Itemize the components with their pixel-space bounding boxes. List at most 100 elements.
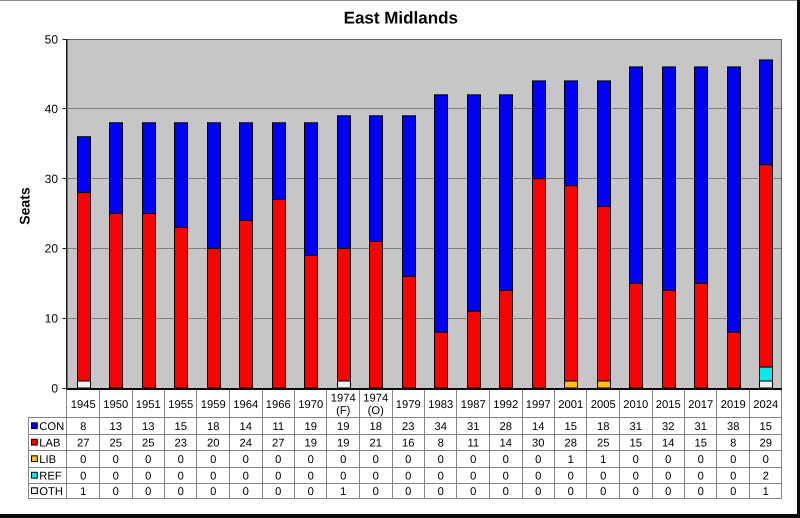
svg-text:Seats: Seats xyxy=(17,187,33,225)
svg-text:18: 18 xyxy=(597,421,609,433)
svg-text:0: 0 xyxy=(698,486,704,498)
svg-text:0: 0 xyxy=(470,486,476,498)
svg-text:2005: 2005 xyxy=(591,399,616,411)
svg-text:1: 1 xyxy=(80,486,86,498)
svg-text:0: 0 xyxy=(145,471,151,483)
svg-text:0: 0 xyxy=(633,471,639,483)
svg-text:1964: 1964 xyxy=(233,399,258,411)
svg-text:1: 1 xyxy=(340,486,346,498)
svg-text:14: 14 xyxy=(500,438,512,450)
svg-text:0: 0 xyxy=(503,454,509,466)
svg-text:0: 0 xyxy=(535,486,541,498)
svg-text:0: 0 xyxy=(275,471,281,483)
svg-text:11: 11 xyxy=(272,421,284,433)
svg-text:2001: 2001 xyxy=(558,399,583,411)
svg-text:0: 0 xyxy=(373,471,379,483)
svg-text:10: 10 xyxy=(45,312,59,326)
svg-text:31: 31 xyxy=(630,421,642,433)
svg-text:REF: REF xyxy=(39,471,62,483)
svg-text:1959: 1959 xyxy=(201,399,226,411)
svg-text:30: 30 xyxy=(532,438,544,450)
svg-text:0: 0 xyxy=(438,486,444,498)
svg-text:2019: 2019 xyxy=(721,399,746,411)
svg-text:0: 0 xyxy=(113,486,119,498)
svg-text:1: 1 xyxy=(763,486,769,498)
svg-text:0: 0 xyxy=(308,486,314,498)
svg-text:1945: 1945 xyxy=(71,399,96,411)
svg-text:13: 13 xyxy=(142,421,154,433)
svg-text:0: 0 xyxy=(178,471,184,483)
svg-text:0: 0 xyxy=(113,471,119,483)
svg-text:2: 2 xyxy=(763,471,769,483)
svg-text:13: 13 xyxy=(110,421,122,433)
svg-text:0: 0 xyxy=(665,454,671,466)
svg-text:0: 0 xyxy=(730,471,736,483)
svg-text:27: 27 xyxy=(77,438,89,450)
svg-text:0: 0 xyxy=(730,454,736,466)
svg-text:0: 0 xyxy=(535,454,541,466)
svg-text:0: 0 xyxy=(405,471,411,483)
svg-text:34: 34 xyxy=(435,421,447,433)
svg-text:0: 0 xyxy=(80,454,86,466)
svg-text:19: 19 xyxy=(305,421,317,433)
svg-text:30: 30 xyxy=(45,172,59,186)
svg-text:0: 0 xyxy=(243,454,249,466)
svg-text:0: 0 xyxy=(275,454,281,466)
svg-text:0: 0 xyxy=(665,471,671,483)
svg-text:23: 23 xyxy=(175,438,187,450)
svg-text:1983: 1983 xyxy=(428,399,453,411)
svg-text:0: 0 xyxy=(600,486,606,498)
svg-text:20: 20 xyxy=(207,438,219,450)
svg-text:0: 0 xyxy=(145,454,151,466)
svg-text:15: 15 xyxy=(565,421,577,433)
svg-text:0: 0 xyxy=(633,486,639,498)
svg-text:1992: 1992 xyxy=(493,399,518,411)
svg-text:0: 0 xyxy=(633,454,639,466)
svg-text:31: 31 xyxy=(467,421,479,433)
svg-text:21: 21 xyxy=(370,438,382,450)
svg-text:0: 0 xyxy=(503,471,509,483)
svg-text:25: 25 xyxy=(142,438,154,450)
svg-text:1979: 1979 xyxy=(396,399,421,411)
svg-text:0: 0 xyxy=(340,471,346,483)
svg-text:0: 0 xyxy=(210,486,216,498)
svg-text:0: 0 xyxy=(308,471,314,483)
svg-text:1: 1 xyxy=(600,454,606,466)
svg-text:50: 50 xyxy=(45,32,59,46)
svg-text:14: 14 xyxy=(662,438,674,450)
svg-text:1: 1 xyxy=(568,454,574,466)
svg-text:0: 0 xyxy=(568,471,574,483)
svg-text:0: 0 xyxy=(308,454,314,466)
svg-text:2015: 2015 xyxy=(656,399,681,411)
svg-text:24: 24 xyxy=(240,438,252,450)
svg-text:31: 31 xyxy=(695,421,707,433)
svg-text:1966: 1966 xyxy=(266,399,291,411)
svg-text:27: 27 xyxy=(272,438,284,450)
svg-text:0: 0 xyxy=(470,471,476,483)
svg-text:40: 40 xyxy=(45,102,59,116)
svg-text:2017: 2017 xyxy=(688,399,713,411)
svg-text:15: 15 xyxy=(175,421,187,433)
svg-text:14: 14 xyxy=(240,421,252,433)
svg-text:8: 8 xyxy=(730,438,736,450)
svg-text:19: 19 xyxy=(337,438,349,450)
svg-text:(O): (O) xyxy=(368,405,384,417)
svg-text:LAB: LAB xyxy=(39,438,60,450)
svg-text:1970: 1970 xyxy=(298,399,323,411)
svg-text:0: 0 xyxy=(145,486,151,498)
svg-text:0: 0 xyxy=(51,381,58,395)
svg-text:20: 20 xyxy=(45,242,59,256)
svg-text:15: 15 xyxy=(630,438,642,450)
svg-text:1997: 1997 xyxy=(526,399,551,411)
svg-text:0: 0 xyxy=(698,471,704,483)
svg-text:OTH: OTH xyxy=(39,486,63,498)
svg-text:0: 0 xyxy=(763,454,769,466)
svg-text:0: 0 xyxy=(730,486,736,498)
svg-text:29: 29 xyxy=(760,438,772,450)
svg-text:19: 19 xyxy=(305,438,317,450)
svg-text:0: 0 xyxy=(568,486,574,498)
svg-text:1974: 1974 xyxy=(331,393,356,405)
svg-text:1987: 1987 xyxy=(461,399,486,411)
svg-text:18: 18 xyxy=(207,421,219,433)
svg-text:0: 0 xyxy=(503,486,509,498)
